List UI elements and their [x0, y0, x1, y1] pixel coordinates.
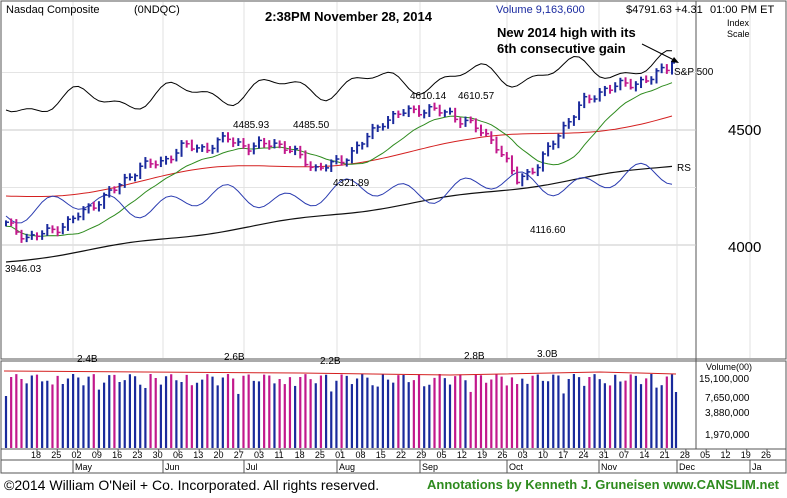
annotation-line-1: New 2014 high with its: [497, 25, 636, 40]
price-label-low-may: 3946.03: [5, 264, 42, 275]
ma50-red-line: [5, 115, 673, 197]
vol-label-1: 2.4B: [77, 354, 98, 365]
vol-tick-1: 15,100,000: [699, 374, 749, 385]
copyright-text: ©2014 William O'Neil + Co. Incorporated.…: [4, 477, 380, 493]
x-month-label: Sep: [422, 462, 438, 472]
x-day-label: 12: [457, 450, 467, 460]
index-name: Nasdaq Composite: [6, 4, 100, 16]
ma200-line: [5, 165, 673, 263]
x-day-label: 27: [234, 450, 244, 460]
vol-tick-4: 1,970,000: [705, 430, 750, 441]
volume-axis-label: Volume(00): [706, 362, 752, 372]
x-day-label: 26: [497, 450, 507, 460]
x-day-label: 18: [31, 450, 41, 460]
x-month-label: Ja: [752, 462, 762, 472]
x-day-label: 06: [173, 450, 183, 460]
x-day-label: 03: [518, 450, 528, 460]
vol-label-2: 2.6B: [224, 352, 245, 363]
date-axis-frame: [0, 448, 787, 474]
x-day-label: 22: [396, 450, 406, 460]
x-month-label: Dec: [679, 462, 696, 472]
x-day-label: 11: [274, 450, 283, 460]
price-label-high-jul: 4485.50: [293, 120, 330, 131]
x-day-label: 25: [315, 450, 325, 460]
vol-label-5: 3.0B: [537, 349, 558, 360]
vol-tick-2: 7,650,000: [705, 393, 750, 404]
scale-label-index: Index: [727, 18, 750, 28]
time-readout: 01:00 PM ET: [710, 4, 774, 16]
x-day-label: 05: [700, 450, 710, 460]
x-day-label: 03: [254, 450, 264, 460]
x-day-label: 31: [599, 450, 609, 460]
y-tick-4000: 4000: [728, 239, 761, 256]
y-tick-4500: 4500: [728, 122, 761, 139]
x-axis-labels: 18 25 02 09 16 23 30 06 13 20 27 03 11 18 25 01 08 15 22 29…: [31, 449, 771, 473]
x-day-label: 17: [558, 450, 568, 460]
chart-timestamp: 2:38PM November 28, 2014: [265, 9, 433, 24]
price-label-low-aug: 4321.89: [333, 178, 370, 189]
x-month-label: Nov: [601, 462, 618, 472]
x-month-label: Oct: [509, 462, 524, 472]
x-day-label: 02: [72, 450, 82, 460]
annotation-line-2: 6th consecutive gain: [497, 41, 626, 56]
x-month-label: Jul: [246, 462, 258, 472]
x-day-label: 29: [416, 450, 426, 460]
price-label-high-jun: 4485.93: [233, 120, 270, 131]
x-day-label: 14: [639, 450, 649, 460]
price-readout: $4791.63 +4.31: [626, 4, 703, 16]
x-day-label: 01: [335, 450, 345, 460]
price-label-high-sep2: 4610.57: [458, 91, 495, 102]
x-month-label: Jun: [165, 462, 180, 472]
x-day-label: 12: [720, 450, 730, 460]
x-day-label: 26: [761, 450, 771, 460]
x-day-label: 09: [92, 450, 102, 460]
vol-label-4: 2.8B: [464, 351, 485, 362]
price-label-high-sep1: 4610.14: [410, 91, 447, 102]
ma-green-line: [5, 82, 673, 237]
x-month-label: May: [75, 462, 93, 472]
x-day-label: 24: [579, 450, 589, 460]
x-month-label: Aug: [339, 462, 355, 472]
x-day-label: 13: [193, 450, 203, 460]
vol-tick-3: 3,880,000: [705, 408, 750, 419]
x-day-label: 15: [376, 450, 386, 460]
x-day-label: 05: [437, 450, 447, 460]
sp500-line: [5, 50, 673, 113]
x-day-label: 10: [538, 450, 548, 460]
volume-bars: [3, 370, 678, 448]
annotation-arrow: [641, 43, 677, 62]
annotations-credit: Annotations by Kenneth J. Gruneisen www.…: [427, 477, 779, 492]
volume-readout: Volume 9,163,600: [496, 4, 585, 16]
x-day-label: 20: [214, 450, 224, 460]
overlay-lines: [5, 50, 673, 263]
vol-label-3: 2.2B: [320, 356, 341, 367]
x-day-label: 25: [51, 450, 61, 460]
price-label-low-oct: 4116.60: [530, 225, 566, 236]
symbol: (0NDQC): [134, 4, 180, 16]
x-day-label: 19: [477, 450, 487, 460]
x-day-label: 21: [660, 450, 670, 460]
x-day-label: 08: [355, 450, 365, 460]
x-day-label: 07: [619, 450, 629, 460]
x-day-label: 19: [741, 450, 751, 460]
x-day-label: 23: [132, 450, 142, 460]
x-day-label: 18: [295, 450, 305, 460]
price-bars: [5, 60, 675, 243]
scale-label-scale: Scale: [727, 29, 750, 39]
x-day-label: 28: [680, 450, 690, 460]
annotation-arrowhead: [671, 57, 679, 63]
x-day-label: 16: [112, 450, 122, 460]
sp500-label: S&P 500: [674, 67, 714, 78]
price-panel-frame: [0, 0, 787, 360]
rs-line: [5, 162, 673, 224]
x-day-label: 30: [153, 450, 163, 460]
rs-label: RS: [677, 163, 691, 174]
volume-avg-line: [3, 370, 677, 376]
